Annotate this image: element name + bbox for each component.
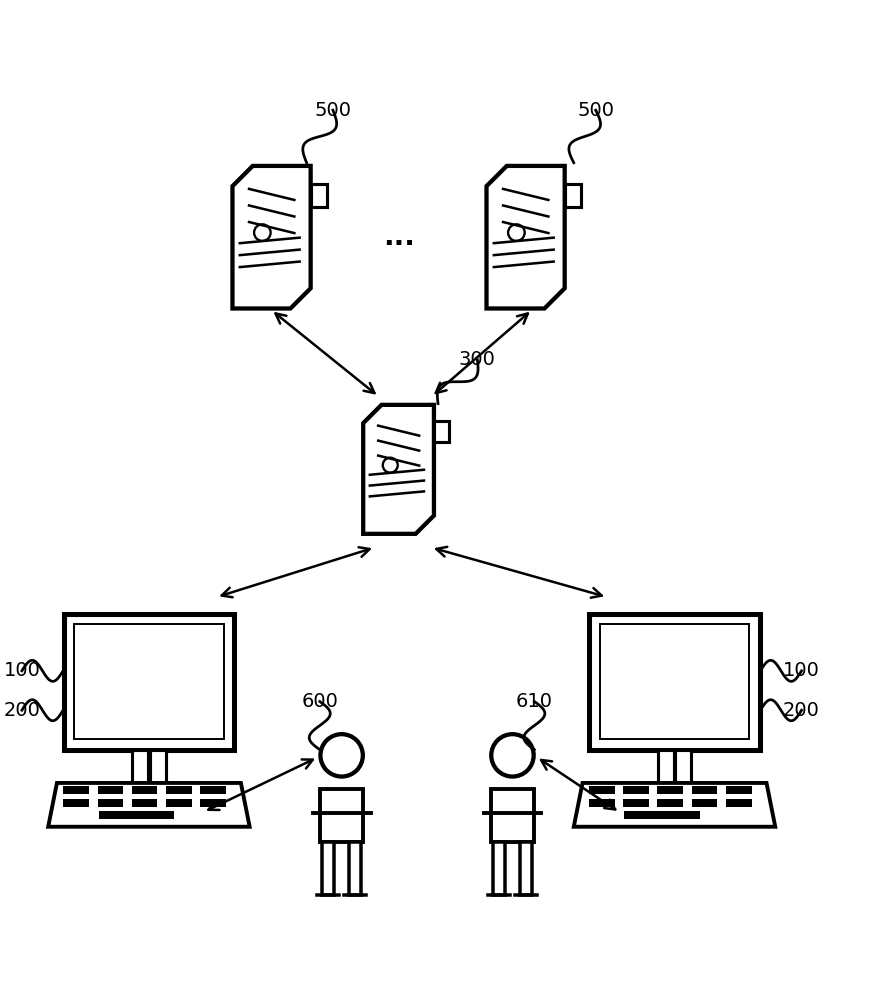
Polygon shape (132, 750, 148, 783)
Polygon shape (434, 421, 449, 442)
Polygon shape (623, 799, 649, 807)
Polygon shape (63, 799, 89, 807)
Polygon shape (491, 789, 534, 842)
Polygon shape (97, 786, 124, 794)
Text: ...: ... (383, 223, 414, 251)
Text: 100: 100 (783, 661, 820, 680)
Polygon shape (320, 789, 364, 842)
Polygon shape (201, 799, 226, 807)
Polygon shape (131, 799, 158, 807)
Polygon shape (599, 624, 749, 739)
Text: 500: 500 (314, 101, 351, 120)
Polygon shape (657, 786, 683, 794)
Polygon shape (589, 786, 615, 794)
Polygon shape (574, 783, 775, 827)
Polygon shape (131, 786, 158, 794)
Polygon shape (232, 166, 311, 308)
Text: 200: 200 (4, 701, 40, 720)
Polygon shape (166, 786, 192, 794)
Polygon shape (589, 614, 759, 750)
Polygon shape (657, 799, 683, 807)
Polygon shape (624, 811, 700, 819)
Polygon shape (349, 842, 362, 895)
Polygon shape (98, 811, 174, 819)
Text: 300: 300 (459, 350, 496, 369)
Polygon shape (321, 842, 335, 895)
Polygon shape (150, 750, 166, 783)
Polygon shape (166, 799, 192, 807)
Polygon shape (565, 184, 582, 207)
Text: 600: 600 (301, 692, 338, 711)
Polygon shape (658, 750, 674, 783)
Polygon shape (63, 614, 235, 750)
Text: 610: 610 (516, 692, 553, 711)
Text: 200: 200 (783, 701, 820, 720)
Polygon shape (311, 184, 328, 207)
Polygon shape (726, 786, 752, 794)
Polygon shape (519, 842, 533, 895)
Polygon shape (97, 799, 124, 807)
Polygon shape (492, 842, 505, 895)
Polygon shape (623, 786, 649, 794)
Polygon shape (63, 786, 89, 794)
Polygon shape (486, 166, 565, 308)
Polygon shape (74, 624, 224, 739)
Polygon shape (692, 799, 717, 807)
Polygon shape (48, 783, 250, 827)
Polygon shape (675, 750, 691, 783)
Polygon shape (364, 405, 434, 534)
Text: 500: 500 (577, 101, 614, 120)
Polygon shape (692, 786, 717, 794)
Polygon shape (589, 799, 615, 807)
Polygon shape (201, 786, 226, 794)
Text: 100: 100 (4, 661, 40, 680)
Polygon shape (726, 799, 752, 807)
